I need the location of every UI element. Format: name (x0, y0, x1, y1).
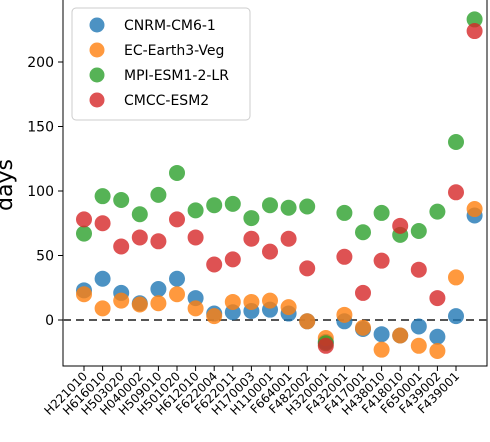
point-cmcc-esm2 (392, 217, 409, 234)
legend-label: MPI-ESM1-2-LR (124, 68, 229, 84)
point-mpi-esm1-2-lr (410, 222, 427, 239)
point-cnrm-cm6-1 (448, 308, 464, 325)
point-ec-earth3-veg (299, 313, 316, 330)
point-cnrm-cm6-1 (169, 270, 185, 287)
point-mpi-esm1-2-lr (187, 202, 204, 219)
point-mpi-esm1-2-lr (113, 192, 130, 209)
point-ec-earth3-veg (243, 293, 260, 310)
point-ec-earth3-veg (150, 295, 167, 312)
legend-label: EC-Earth3-Veg (124, 43, 224, 59)
point-mpi-esm1-2-lr (429, 203, 446, 220)
plot-frame (62, 0, 488, 367)
point-ec-earth3-veg (392, 327, 409, 344)
point-ec-earth3-veg (410, 337, 427, 354)
point-cmcc-esm2 (466, 23, 483, 40)
y-tick-label: 200 (27, 55, 54, 71)
legend-marker (89, 67, 105, 83)
point-ec-earth3-veg (262, 292, 278, 309)
point-mpi-esm1-2-lr (373, 204, 390, 221)
point-cmcc-esm2 (448, 184, 464, 201)
point-ec-earth3-veg (206, 308, 223, 325)
point-cmcc-esm2 (131, 229, 148, 246)
point-cnrm-cm6-1 (410, 318, 427, 335)
point-mpi-esm1-2-lr (76, 225, 92, 242)
point-ec-earth3-veg (355, 319, 371, 336)
point-mpi-esm1-2-lr (448, 133, 464, 150)
y-tick-label: 50 (36, 249, 54, 265)
point-mpi-esm1-2-lr (206, 197, 223, 214)
point-mpi-esm1-2-lr (150, 186, 167, 203)
legend-marker (89, 42, 105, 58)
point-ec-earth3-veg (113, 292, 130, 309)
point-ec-earth3-veg (336, 306, 353, 323)
point-mpi-esm1-2-lr (243, 210, 260, 227)
point-cmcc-esm2 (206, 256, 223, 273)
point-cmcc-esm2 (299, 260, 316, 277)
point-ec-earth3-veg (94, 300, 111, 317)
point-cnrm-cm6-1 (94, 270, 111, 287)
point-cmcc-esm2 (94, 215, 111, 232)
point-ec-earth3-veg (224, 293, 241, 310)
point-mpi-esm1-2-lr (299, 198, 316, 215)
legend-marker (89, 17, 105, 33)
point-cnrm-cm6-1 (429, 328, 446, 345)
point-ec-earth3-veg (373, 341, 390, 358)
point-mpi-esm1-2-lr (280, 199, 297, 216)
point-ec-earth3-veg (448, 269, 464, 286)
legend-marker (89, 92, 105, 108)
y-tick-label: 0 (45, 313, 54, 329)
point-cmcc-esm2 (224, 251, 241, 268)
point-mpi-esm1-2-lr (336, 204, 353, 221)
y-tick-label: 150 (27, 120, 54, 136)
point-cnrm-cm6-1 (150, 281, 167, 298)
point-cmcc-esm2 (280, 230, 297, 247)
legend-label: CNRM-CM6-1 (124, 18, 216, 34)
point-cmcc-esm2 (243, 230, 260, 247)
point-mpi-esm1-2-lr (169, 164, 185, 181)
point-cmcc-esm2 (113, 238, 130, 255)
point-ec-earth3-veg (131, 296, 148, 313)
point-cmcc-esm2 (187, 229, 204, 246)
point-cnrm-cm6-1 (373, 326, 390, 343)
point-mpi-esm1-2-lr (131, 206, 148, 223)
point-cmcc-esm2 (410, 261, 427, 278)
point-cmcc-esm2 (317, 337, 334, 354)
axes: 050100150200H221010H616010H503020H040002… (27, 0, 488, 418)
point-ec-earth3-veg (429, 342, 446, 359)
y-tick-label: 100 (27, 184, 54, 200)
data-points (76, 11, 483, 359)
point-ec-earth3-veg (280, 299, 297, 316)
legend-label: CMCC-ESM2 (124, 93, 209, 109)
legend: CNRM-CM6-1 EC-Earth3-Veg MPI-ESM1-2-LR CMCC… (71, 7, 251, 121)
point-cmcc-esm2 (429, 290, 446, 307)
y-axis-label: days (0, 159, 18, 211)
point-cmcc-esm2 (169, 211, 185, 228)
point-cmcc-esm2 (373, 252, 390, 269)
point-cmcc-esm2 (76, 211, 92, 228)
point-mpi-esm1-2-lr (355, 224, 371, 241)
point-mpi-esm1-2-lr (466, 11, 483, 28)
point-cmcc-esm2 (336, 248, 353, 265)
point-ec-earth3-veg (187, 300, 204, 317)
point-mpi-esm1-2-lr (224, 195, 241, 212)
point-mpi-esm1-2-lr (262, 197, 278, 214)
point-cmcc-esm2 (262, 243, 278, 260)
point-ec-earth3-veg (76, 286, 92, 303)
point-cmcc-esm2 (355, 284, 371, 301)
point-mpi-esm1-2-lr (94, 188, 111, 205)
point-ec-earth3-veg (466, 201, 483, 218)
point-cmcc-esm2 (150, 233, 167, 250)
legend-box (71, 7, 251, 121)
point-ec-earth3-veg (169, 286, 185, 303)
